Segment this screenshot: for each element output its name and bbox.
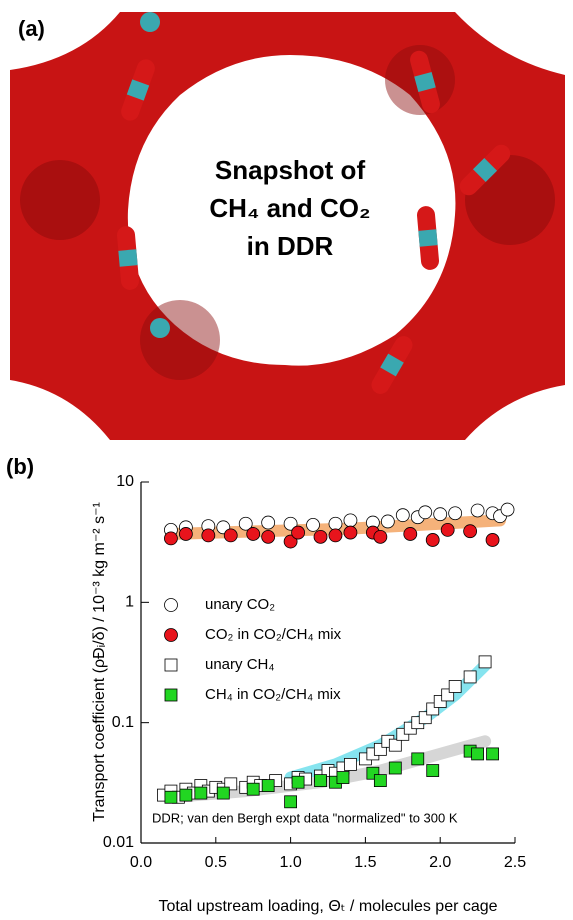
legend-label: CO₂ in CO₂/CH₄ mix (205, 626, 342, 643)
marker-circle (314, 530, 327, 543)
marker-circle (464, 525, 477, 538)
marker-square (217, 787, 229, 799)
x-tick-label: 1.5 (354, 854, 376, 871)
ch4-molecule (140, 12, 160, 32)
x-tick-label: 0.0 (130, 854, 152, 871)
marker-circle (344, 526, 357, 539)
marker-circle (164, 532, 177, 545)
marker-square (180, 789, 192, 801)
ch4-molecule (150, 318, 170, 338)
x-tick-label: 2.5 (504, 854, 526, 871)
marker-circle (202, 529, 215, 542)
panel-label: (a) (18, 16, 45, 41)
marker-circle (179, 527, 192, 540)
marker-square (292, 776, 304, 788)
caption-line: Snapshot of (215, 155, 366, 185)
marker-circle (247, 527, 260, 540)
marker-circle (426, 533, 439, 546)
shade (140, 300, 220, 380)
snapshot-image: (a) Snapshot of CH₄ and CO₂ in DDR (10, 12, 565, 440)
marker-square (487, 748, 499, 760)
marker-circle (441, 523, 454, 536)
caption-line: in DDR (247, 231, 334, 261)
marker-square (389, 762, 401, 774)
marker-circle (486, 533, 499, 546)
marker-circle (396, 509, 409, 522)
legend-label: CH₄ in CO₂/CH₄ mix (205, 686, 341, 703)
x-tick-label: 0.5 (205, 854, 227, 871)
marker-circle (471, 504, 484, 517)
marker-square (262, 780, 274, 792)
marker-square (427, 765, 439, 777)
marker-square (247, 783, 259, 795)
legend-label: unary CO₂ (205, 596, 275, 613)
marker-circle (419, 506, 432, 519)
marker-circle (404, 527, 417, 540)
marker-square (464, 671, 476, 683)
marker-circle (434, 508, 447, 521)
caption-line: CH₄ and CO₂ (209, 193, 370, 223)
marker-square (472, 748, 484, 760)
y-tick-label: 0.1 (112, 714, 134, 731)
legend-label: unary CH₄ (205, 656, 274, 673)
marker-circle (449, 507, 462, 520)
marker-square (344, 758, 356, 770)
marker-square (315, 775, 327, 787)
legend-marker (165, 629, 178, 642)
marker-square (412, 753, 424, 765)
marker-circle (292, 526, 305, 539)
marker-circle (307, 518, 320, 531)
marker-circle (374, 530, 387, 543)
legend-marker (165, 599, 178, 612)
marker-circle (262, 516, 275, 529)
marker-square (195, 787, 207, 799)
y-tick-label: 1 (125, 594, 134, 611)
marker-square (165, 791, 177, 803)
x-axis-label: Total upstream loading, Θₜ / molecules p… (158, 898, 497, 915)
shade (20, 160, 100, 240)
y-tick-label: 0.01 (103, 834, 134, 851)
marker-square (285, 796, 297, 808)
marker-square (449, 680, 461, 692)
marker-circle (381, 515, 394, 528)
marker-circle (501, 503, 514, 516)
legend-marker (165, 659, 177, 671)
marker-circle (344, 514, 357, 527)
y-tick-label: 10 (116, 473, 134, 490)
marker-square (337, 772, 349, 784)
marker-circle (329, 517, 342, 530)
marker-circle (224, 529, 237, 542)
legend-marker (165, 689, 177, 701)
marker-square (479, 656, 491, 668)
x-tick-label: 1.0 (279, 854, 301, 871)
annotation: DDR; van den Bergh expt data "normalized… (152, 810, 458, 825)
marker-circle (262, 530, 275, 543)
y-axis-label: Transport coefficient (ρĐᵢ/δ) / 10⁻³ kg … (91, 502, 108, 822)
x-tick-label: 2.0 (429, 854, 451, 871)
marker-circle (329, 529, 342, 542)
marker-square (389, 739, 401, 751)
marker-square (374, 775, 386, 787)
figure: (a) Snapshot of CH₄ and CO₂ in DDR (b) T… (0, 0, 573, 920)
panel-label: (b) (6, 454, 34, 479)
